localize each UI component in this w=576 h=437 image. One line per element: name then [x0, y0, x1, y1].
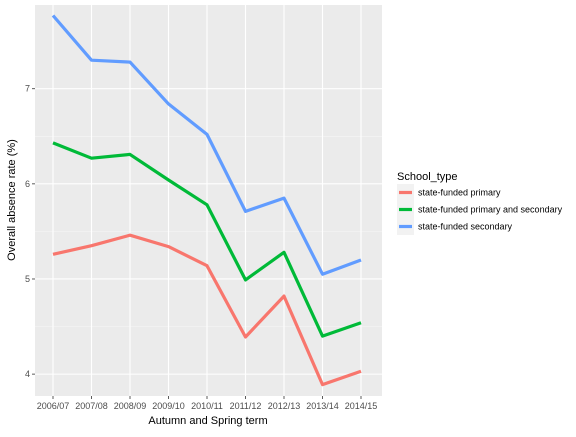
legend: School_type state-funded primarystate-fu… — [397, 171, 563, 235]
x-axis: 2006/07 2007/08 2008/09 2009/10 2010/11 2011/… — [37, 396, 378, 411]
x-tick-label: 2008/09 — [114, 401, 147, 411]
legend-title: School_type — [397, 171, 458, 183]
x-tick-label: 2006/07 — [37, 401, 70, 411]
legend-label: state-funded primary — [418, 188, 501, 198]
x-axis-title: Autumn and Spring term — [148, 415, 267, 427]
series-lines — [51, 14, 362, 387]
x-tick-label: 2009/10 — [152, 401, 185, 411]
y-axis: 4 5 6 7 — [25, 84, 35, 379]
y-tick-label: 5 — [25, 274, 30, 284]
y-tick-label: 4 — [25, 369, 30, 379]
legend-label: state-funded secondary — [418, 222, 513, 232]
y-tick-label: 6 — [25, 179, 30, 189]
x-tick-label: 2014/15 — [345, 401, 378, 411]
series-line-3 — [51, 14, 362, 276]
series-line-2 — [52, 141, 362, 338]
x-tick-label: 2010/11 — [191, 401, 223, 411]
plot-panel — [35, 5, 382, 396]
legend-label: state-funded primary and secondary — [418, 205, 563, 215]
y-axis-title: Overall absence rate (%) — [6, 139, 18, 261]
series-line-1 — [52, 233, 362, 387]
y-tick-label: 7 — [25, 84, 30, 94]
legend-items: state-funded primary state-funded primary… — [397, 184, 563, 235]
x-tick-label: 2011/12 — [230, 401, 262, 411]
x-tick-label: 2012/13 — [268, 401, 301, 411]
x-tick-label: 2007/08 — [75, 401, 108, 411]
x-tick-label: 2013/14 — [306, 401, 339, 411]
